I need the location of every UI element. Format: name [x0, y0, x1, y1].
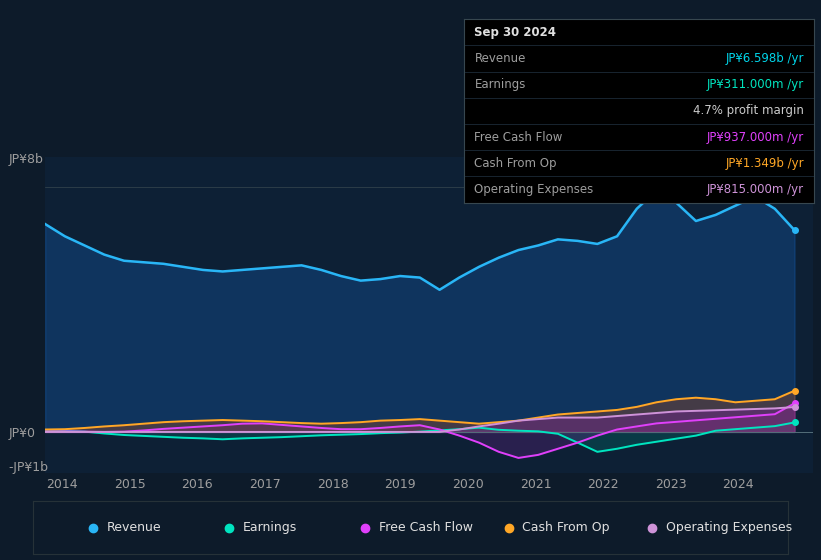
Text: Operating Expenses: Operating Expenses: [475, 183, 594, 196]
Text: Earnings: Earnings: [475, 78, 525, 91]
Text: Sep 30 2024: Sep 30 2024: [475, 26, 557, 39]
Text: JP¥1.349b /yr: JP¥1.349b /yr: [725, 157, 804, 170]
Text: Cash From Op: Cash From Op: [475, 157, 557, 170]
Text: -JP¥1b: -JP¥1b: [8, 461, 48, 474]
Text: Earnings: Earnings: [243, 521, 297, 534]
Text: JP¥6.598b /yr: JP¥6.598b /yr: [726, 52, 804, 65]
Text: JP¥311.000m /yr: JP¥311.000m /yr: [707, 78, 804, 91]
Text: Cash From Op: Cash From Op: [522, 521, 610, 534]
Text: Free Cash Flow: Free Cash Flow: [378, 521, 473, 534]
Text: Revenue: Revenue: [107, 521, 162, 534]
Text: JP¥8b: JP¥8b: [8, 153, 43, 166]
Text: Free Cash Flow: Free Cash Flow: [475, 130, 562, 143]
Text: 4.7% profit margin: 4.7% profit margin: [693, 104, 804, 118]
Text: JP¥937.000m /yr: JP¥937.000m /yr: [707, 130, 804, 143]
Text: JP¥0: JP¥0: [8, 427, 35, 441]
Text: Revenue: Revenue: [475, 52, 525, 65]
Text: Operating Expenses: Operating Expenses: [666, 521, 792, 534]
Text: JP¥815.000m /yr: JP¥815.000m /yr: [707, 183, 804, 196]
